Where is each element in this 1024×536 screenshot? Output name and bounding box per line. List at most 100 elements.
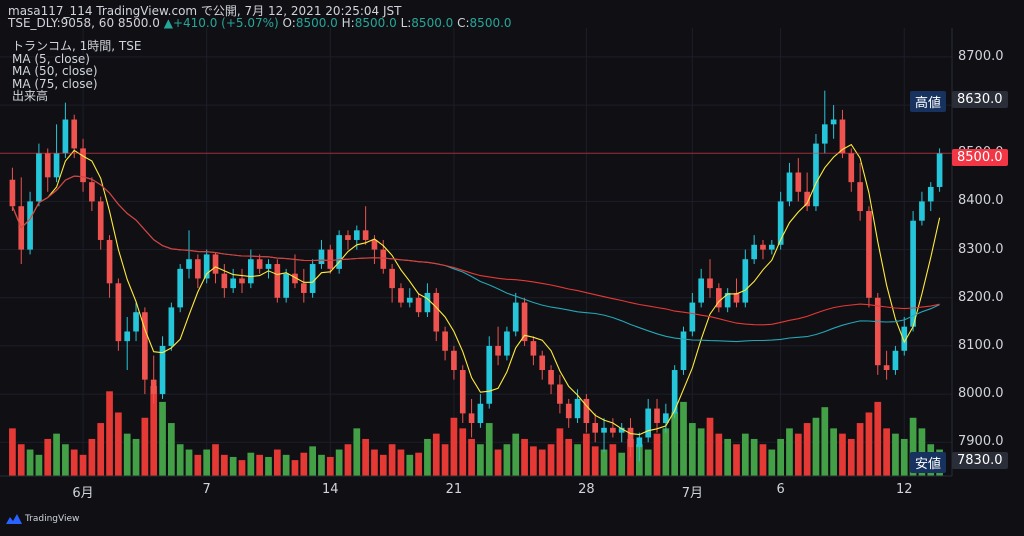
volume-bar xyxy=(883,428,890,476)
volume-bar xyxy=(17,444,25,476)
volume-bar xyxy=(247,452,255,476)
candle-body xyxy=(283,273,289,298)
candle xyxy=(521,297,528,346)
candle xyxy=(645,398,652,443)
candle xyxy=(459,365,466,424)
legend-ma75[interactable]: MA (75, close) xyxy=(12,76,98,91)
candle xyxy=(309,259,316,298)
volume-bar xyxy=(212,444,219,476)
volume-bar xyxy=(132,438,140,476)
candle-body xyxy=(813,143,819,207)
candle-body xyxy=(168,307,175,346)
legend-ma5[interactable]: MA (5, close) xyxy=(12,51,90,66)
volume-bar xyxy=(141,417,149,476)
volume-bar xyxy=(441,444,449,476)
candle xyxy=(486,336,493,409)
candle-body xyxy=(504,331,510,356)
volume-bar xyxy=(282,454,290,476)
legend-volume[interactable]: 出来高 xyxy=(12,89,49,103)
volume-bar xyxy=(671,412,679,476)
candle xyxy=(300,268,307,303)
candle xyxy=(212,252,219,284)
candle-body xyxy=(9,179,16,207)
volume-bar xyxy=(565,438,573,476)
tradingview-footer[interactable]: TradingView xyxy=(6,514,79,524)
candle xyxy=(451,345,457,380)
ohlc-open-value: 8500.0 xyxy=(295,16,338,30)
volume-bar xyxy=(229,456,237,476)
candle xyxy=(548,365,554,395)
volume-bar xyxy=(459,428,467,476)
volume-bar xyxy=(503,444,511,476)
candle-body xyxy=(309,264,316,293)
volume-bar xyxy=(371,449,378,476)
candle-body xyxy=(751,244,757,260)
candle-body xyxy=(866,211,872,298)
candle-body xyxy=(459,370,466,414)
ohlc-high-label: H: xyxy=(341,16,355,30)
candle-body xyxy=(195,259,201,279)
candle-body xyxy=(27,201,33,250)
candle xyxy=(336,230,342,274)
candle xyxy=(9,167,16,212)
candle-body xyxy=(424,292,431,313)
candle-body xyxy=(724,292,731,308)
volume-bar xyxy=(494,449,502,476)
volume-bar xyxy=(159,401,166,476)
volume-bar xyxy=(697,428,705,476)
candle xyxy=(636,432,643,462)
change-value: +410.0 (+5.07%) xyxy=(172,16,279,30)
candle xyxy=(27,191,33,255)
candle-body xyxy=(274,264,281,298)
volume-bar xyxy=(62,444,69,476)
candle-body xyxy=(919,201,925,221)
candle-body xyxy=(451,350,457,371)
candle-body xyxy=(159,345,166,395)
candle xyxy=(265,259,272,279)
ohlc-close-value: 8500.0 xyxy=(469,16,512,30)
legend-symbol[interactable]: トランコム, 1時間, TSE xyxy=(12,39,142,53)
candle-body xyxy=(830,119,837,125)
candle xyxy=(415,292,422,318)
candle-body xyxy=(371,239,378,250)
candle-body xyxy=(883,365,890,371)
candle-body xyxy=(795,172,802,192)
candle-body xyxy=(239,278,245,284)
candle xyxy=(106,235,113,298)
candle-body xyxy=(442,331,448,351)
volume-bar xyxy=(388,444,396,476)
candle-body xyxy=(477,403,484,424)
candle-body xyxy=(300,283,307,293)
candle-body xyxy=(733,292,740,303)
candle xyxy=(512,292,519,337)
candlesticks xyxy=(9,90,943,462)
candle-body xyxy=(36,153,42,202)
time-tick-label: 7月 xyxy=(681,486,703,501)
volume-bar xyxy=(759,444,767,476)
price-tick-label: 8700.0 xyxy=(958,48,1004,64)
volume-bar xyxy=(547,444,555,476)
ma75-line xyxy=(11,175,940,326)
legend-ma50[interactable]: MA (50, close) xyxy=(12,64,98,78)
volume-bar xyxy=(847,438,855,476)
volume-bar xyxy=(406,454,414,476)
candle xyxy=(133,302,139,342)
volume-bar xyxy=(238,460,246,476)
candle xyxy=(495,326,501,366)
candle xyxy=(592,413,599,443)
candle xyxy=(36,143,42,207)
candle xyxy=(195,254,201,289)
candle xyxy=(353,225,360,250)
candle-body xyxy=(327,249,334,269)
candle xyxy=(477,394,484,428)
candle xyxy=(142,307,148,395)
symbol-summary: TSE_DLY:9058, 60 8500.0 ▲+410.0 (+5.07%)… xyxy=(8,16,512,30)
volume-bar xyxy=(353,428,361,476)
candle xyxy=(97,196,104,250)
candle xyxy=(901,317,908,356)
volume-bar xyxy=(265,456,272,476)
candle xyxy=(919,191,925,226)
volume-bar xyxy=(450,417,458,476)
candle xyxy=(186,230,192,279)
